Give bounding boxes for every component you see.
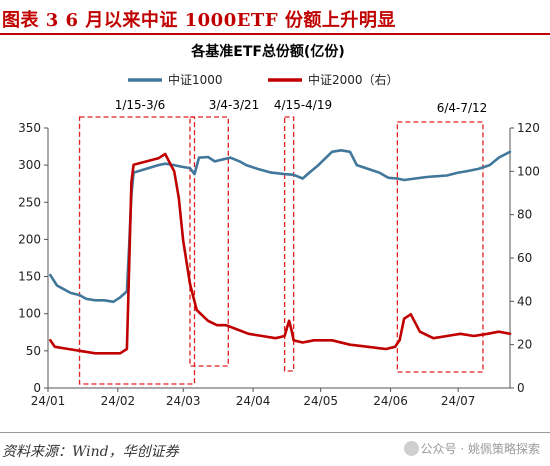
figure-title: 图表 3 6 月以来中证 1000ETF 份额上升明显 <box>2 10 396 31</box>
annotation-box <box>283 116 295 372</box>
left-tick-label: 50 <box>26 344 41 358</box>
right-tick-label: 40 <box>517 294 532 308</box>
chart-lines <box>49 149 512 355</box>
source-note: 资料来源：Wind，华创证券 <box>2 444 179 460</box>
header-divider <box>0 33 550 35</box>
annotation-label: 4/15-4/19 <box>274 98 332 112</box>
annotation-box <box>78 116 196 385</box>
legend-label: 中证1000 <box>168 72 223 87</box>
annotation-box <box>396 121 484 373</box>
series-line-csi2000 <box>49 152 512 355</box>
x-tick-label: 24/05 <box>303 394 338 408</box>
figure-header: 图表 3 6 月以来中证 1000ETF 份额上升明显 <box>0 0 550 36</box>
legend-label: 中证2000（右） <box>308 72 399 87</box>
left-tick-label: 250 <box>18 195 41 209</box>
right-tick-label: 120 <box>517 121 540 135</box>
left-tick-label: 150 <box>18 270 41 284</box>
chart-legend: 中证1000 中证2000（右） <box>128 72 399 87</box>
annotation-label: 6/4-7/12 <box>437 101 488 115</box>
left-tick-label: 300 <box>18 158 41 172</box>
x-tick-label: 24/03 <box>166 394 201 408</box>
annotation-boxes: 1/15-3/6 3/4-3/21 4/15-4/19 6/4-7/12 <box>78 98 488 385</box>
chart-title: 各基准ETF总份额(亿份) <box>190 43 344 60</box>
etf-share-chart: 各基准ETF总份额(亿份) 中证1000 中证2000（右） 1/15-3/6 3/… <box>18 43 540 408</box>
x-tick-label: 24/06 <box>373 394 408 408</box>
right-tick-label: 60 <box>517 251 532 265</box>
wechat-logo-icon <box>403 441 419 456</box>
annotation-box <box>189 116 229 367</box>
series-line-csi1000 <box>49 149 512 304</box>
watermark: 公众号 · 姚佩策略探索 <box>403 440 540 457</box>
left-tick-label: 0 <box>33 381 41 395</box>
annotation-label: 1/15-3/6 <box>115 98 166 112</box>
x-tick-label: 24/02 <box>101 394 136 408</box>
footer-divider <box>0 432 550 433</box>
left-tick-label: 350 <box>18 121 41 135</box>
chart-axes: 0 50 100 150 200 250 300 350 0 20 40 60 80 100 120 24/0… <box>18 121 540 408</box>
right-tick-label: 100 <box>517 164 540 178</box>
left-tick-label: 100 <box>18 307 41 321</box>
right-tick-label: 20 <box>517 338 532 352</box>
x-tick-label: 24/04 <box>236 394 271 408</box>
x-tick-label: 24/07 <box>441 394 476 408</box>
annotation-label: 3/4-3/21 <box>209 98 260 112</box>
left-tick-label: 200 <box>18 232 41 246</box>
x-tick-label: 24/01 <box>31 394 66 408</box>
watermark-text: 公众号 · 姚佩策略探索 <box>420 442 540 456</box>
right-tick-label: 80 <box>517 208 532 222</box>
right-tick-label: 0 <box>517 381 525 395</box>
